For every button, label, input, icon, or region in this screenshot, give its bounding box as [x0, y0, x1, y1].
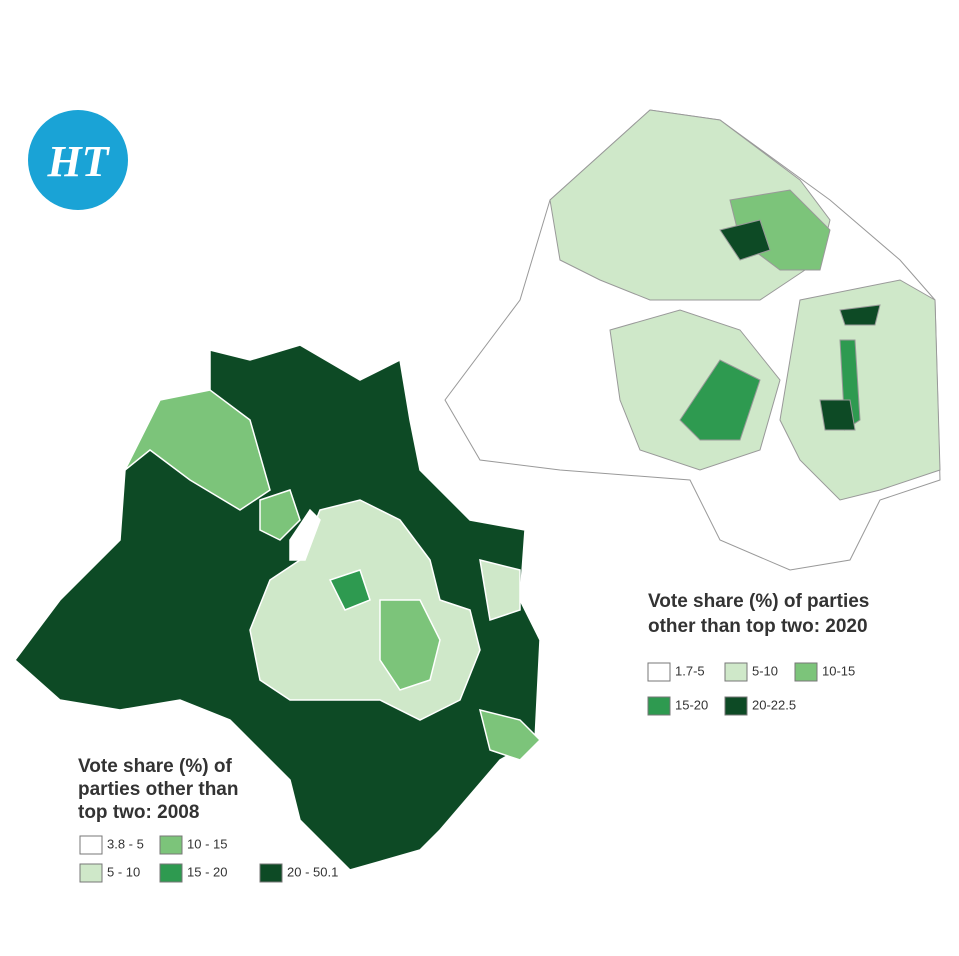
legend-label: 5-10 [752, 663, 778, 678]
legend-label: 10 - 15 [187, 836, 227, 851]
logo: HT [46, 137, 110, 186]
legend-label: 20-22.5 [752, 697, 796, 712]
map-2008 [13, 344, 542, 871]
legend-swatch [794, 662, 818, 682]
region [328, 569, 371, 611]
region [259, 489, 301, 541]
legend-label: 3.8 - 5 [107, 836, 144, 851]
map-2020 [444, 109, 941, 571]
legend-title: Vote share (%) of [78, 756, 232, 777]
legend-swatch [647, 662, 671, 682]
region [679, 359, 761, 441]
legend-label: 15-20 [675, 697, 708, 712]
region [289, 508, 321, 561]
legend-label: 15 - 20 [187, 864, 227, 879]
logo-circle [28, 110, 128, 210]
region [479, 558, 521, 621]
legend-title: parties other than [78, 779, 238, 800]
legend-label: 10-15 [822, 663, 855, 678]
legend-swatch [259, 863, 283, 883]
legend-label: 1.7-5 [675, 663, 705, 678]
legend-label: 5 - 10 [107, 864, 140, 879]
region [819, 399, 856, 431]
legend-swatch [647, 696, 671, 716]
region [719, 219, 771, 261]
legend-title: top two: 2008 [78, 802, 199, 823]
legend-swatch [79, 835, 103, 855]
region [779, 279, 941, 501]
legend-swatch [79, 863, 103, 883]
region [839, 304, 881, 326]
region [379, 599, 441, 691]
legend-swatch [724, 662, 748, 682]
legend-swatch [159, 863, 183, 883]
legend-title: Vote share (%) of parties [648, 591, 869, 612]
legend-swatch [724, 696, 748, 716]
legend-label: 20 - 50.1 [287, 864, 338, 879]
legend-swatch [159, 835, 183, 855]
region [478, 708, 542, 761]
region [124, 389, 271, 511]
legend-title: other than top two: 2020 [648, 616, 868, 637]
